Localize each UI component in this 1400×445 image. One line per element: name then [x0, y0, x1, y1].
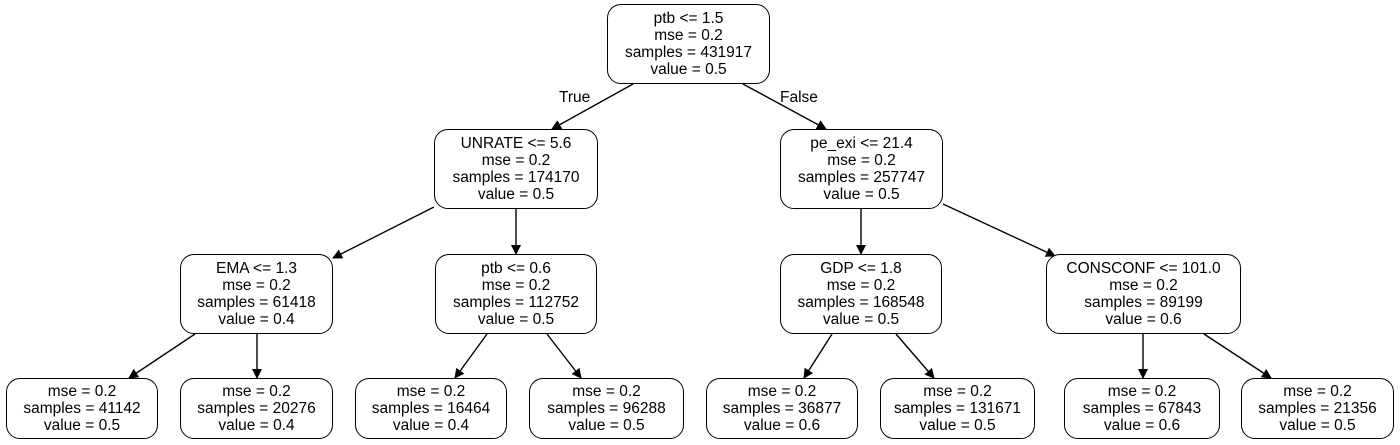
edge-ll-lll [128, 333, 196, 379]
tree-node-lr: ptb <= 0.6 mse = 0.2 samples = 112752 value… [435, 254, 597, 334]
node-text-line: mse = 0.2 [826, 277, 896, 294]
node-text-line: mse = 0.2 [222, 277, 291, 294]
node-text-line: mse = 0.2 [481, 152, 551, 169]
tree-node-root: ptb <= 1.5 mse = 0.2 samples = 431917 value… [607, 4, 770, 84]
tree-node-rr: CONSCONF <= 101.0 mse = 0.2 samples = 8919… [1046, 254, 1241, 334]
node-text-line: samples = 41142 [23, 400, 141, 417]
node-text-line: samples = 61418 [197, 294, 316, 311]
node-text-line: value = 0.5 [43, 417, 121, 434]
node-text-line: samples = 131671 [893, 400, 1022, 417]
edge-lr-lrr [546, 333, 582, 379]
tree-node-l: UNRATE <= 5.6 mse = 0.2 samples = 174170 va… [434, 129, 598, 209]
node-text-line: mse = 0.2 [222, 383, 291, 400]
edge-root-l [551, 83, 634, 130]
tree-node-lll: mse = 0.2 samples = 41142 value = 0.5 [6, 378, 158, 439]
node-text-line: mse = 0.2 [481, 277, 551, 294]
edge-r-rr [942, 203, 1056, 257]
tree-node-llr: mse = 0.2 samples = 20276 value = 0.4 [180, 378, 333, 439]
node-text-line: ptb <= 0.6 [481, 260, 551, 277]
node-text-line: samples = 174170 [452, 169, 580, 186]
node-text-line: value = 0.5 [568, 417, 645, 434]
edge-l-ll [332, 206, 435, 259]
node-text-line: mse = 0.2 [1107, 383, 1177, 400]
node-text-line: EMA <= 1.3 [216, 260, 297, 277]
node-text-line: value = 0.6 [743, 417, 821, 434]
node-text-line: samples = 96288 [547, 400, 666, 417]
edge-label-true: True [559, 89, 591, 106]
tree-node-r: pe_exi <= 21.4 mse = 0.2 samples = 257747 v… [780, 129, 943, 209]
node-text-line: samples = 67843 [1082, 400, 1202, 417]
node-text-line: mse = 0.2 [747, 383, 817, 400]
edge-lr-lrl [454, 333, 488, 379]
tree-node-rll: mse = 0.2 samples = 36877 value = 0.6 [706, 378, 858, 439]
edge-root-r [742, 83, 827, 130]
tree-node-rlr: mse = 0.2 samples = 131671 value = 0.5 [880, 378, 1035, 439]
node-text-line: samples = 36877 [722, 400, 842, 417]
node-text-line: CONSCONF <= 101.0 [1066, 260, 1221, 277]
node-text-line: value = 0.5 [1279, 417, 1356, 434]
tree-node-rl: GDP <= 1.8 mse = 0.2 samples = 168548 value… [780, 254, 942, 334]
node-text-line: pe_exi <= 21.4 [810, 135, 913, 152]
edge-rl-rlr [895, 333, 935, 379]
node-text-line: samples = 431917 [624, 44, 753, 61]
node-text-line: mse = 0.2 [396, 383, 466, 400]
node-text-line: mse = 0.2 [827, 152, 896, 169]
tree-node-lrr: mse = 0.2 samples = 96288 value = 0.5 [529, 378, 684, 439]
edge-rl-rll [803, 333, 833, 379]
node-text-line: samples = 16464 [371, 400, 491, 417]
tree-node-rrr: mse = 0.2 samples = 21356 value = 0.5 [1241, 378, 1394, 439]
node-text-line: mse = 0.2 [47, 383, 117, 400]
node-text-line: samples = 20276 [197, 400, 316, 417]
tree-node-rrl: mse = 0.2 samples = 67843 value = 0.6 [1064, 378, 1220, 439]
node-text-line: samples = 168548 [797, 294, 925, 311]
node-text-line: value = 0.6 [1105, 311, 1182, 328]
node-text-line: UNRATE <= 5.6 [460, 135, 572, 152]
node-text-line: value = 0.4 [392, 417, 470, 434]
node-text-line: mse = 0.2 [572, 383, 641, 400]
edge-label-false: False [780, 89, 818, 106]
node-text-line: value = 0.6 [1103, 417, 1181, 434]
node-text-line: GDP <= 1.8 [820, 260, 902, 277]
tree-node-ll: EMA <= 1.3 mse = 0.2 samples = 61418 value … [180, 254, 333, 334]
tree-node-lrl: mse = 0.2 samples = 16464 value = 0.4 [355, 378, 507, 439]
node-text-line: samples = 112752 [453, 294, 579, 311]
node-text-line: mse = 0.2 [1283, 383, 1352, 400]
node-text-line: samples = 21356 [1258, 400, 1377, 417]
node-text-line: value = 0.5 [822, 311, 900, 328]
node-text-line: value = 0.5 [823, 186, 900, 203]
node-text-line: value = 0.5 [650, 61, 727, 78]
node-text-line: mse = 0.2 [1109, 277, 1178, 294]
node-text-line: ptb <= 1.5 [653, 10, 724, 27]
edge-rr-rrr [1203, 333, 1272, 379]
node-text-line: value = 0.4 [218, 311, 295, 328]
node-text-line: value = 0.4 [218, 417, 295, 434]
node-text-line: mse = 0.2 [923, 383, 992, 400]
node-text-line: mse = 0.2 [654, 27, 723, 44]
node-text-line: samples = 89199 [1084, 294, 1203, 311]
node-text-line: value = 0.5 [919, 417, 996, 434]
node-text-line: samples = 257747 [797, 169, 926, 186]
node-text-line: value = 0.5 [477, 311, 555, 328]
node-text-line: value = 0.5 [477, 186, 555, 203]
